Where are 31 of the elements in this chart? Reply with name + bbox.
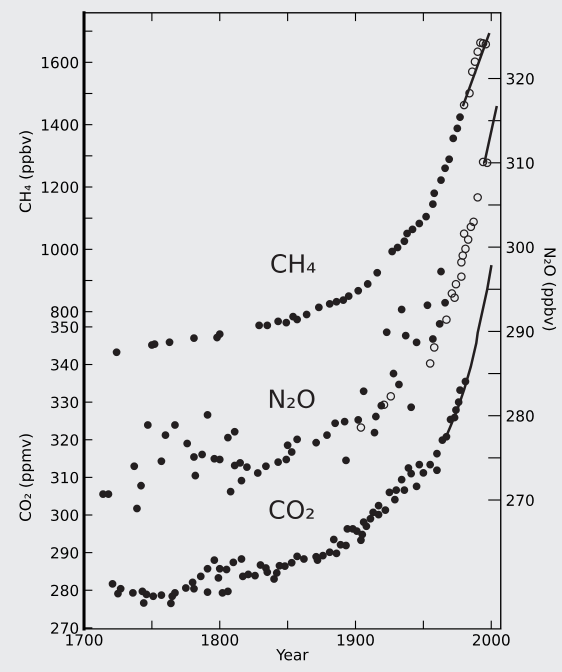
series-label: CH₄ <box>271 254 316 273</box>
x-tick-label: 2000 <box>472 634 510 646</box>
series-label: CO₂ <box>270 500 314 520</box>
series-label: N₂O <box>270 389 314 408</box>
y3-tick-label: 1200 <box>42 181 78 194</box>
x-tick-label: 1900 <box>338 634 374 646</box>
y2-tick-label: 270 <box>506 494 534 506</box>
x-axis-title: Year <box>276 649 309 660</box>
y-axis-title: CO₂ (ppmv) <box>19 434 34 521</box>
y2-tick-label: 290 <box>506 326 534 338</box>
y2-tick-label: 280 <box>506 410 534 422</box>
y3-tick-label: 1000 <box>42 244 78 256</box>
y-tick-label: 280 <box>51 584 78 596</box>
y3-tick-label: 1600 <box>42 56 78 68</box>
y3-axis-title: CH₄ (ppbv) <box>19 131 34 212</box>
y-tick-label: 320 <box>51 434 78 446</box>
y2-tick-label: 320 <box>506 72 534 85</box>
y3-tick-label: 800 <box>51 306 78 318</box>
x-tick-label: 1800 <box>202 634 238 646</box>
y-tick-label: 310 <box>51 472 78 484</box>
y2-axis-title: N₂O (ppbv) <box>541 248 556 330</box>
x-tick-label: 1700 <box>66 634 102 646</box>
y-tick-label: 330 <box>51 396 78 408</box>
y3-tick-label: 1400 <box>42 119 78 131</box>
y2-tick-label: 310 <box>506 157 534 169</box>
y-tick-label: 340 <box>51 358 78 371</box>
y-tick-label: 350 <box>51 321 78 333</box>
y-tick-label: 270 <box>51 622 78 634</box>
y-tick-label: 290 <box>51 547 78 559</box>
y2-tick-label: 300 <box>506 242 534 254</box>
y-tick-label: 300 <box>51 509 78 522</box>
